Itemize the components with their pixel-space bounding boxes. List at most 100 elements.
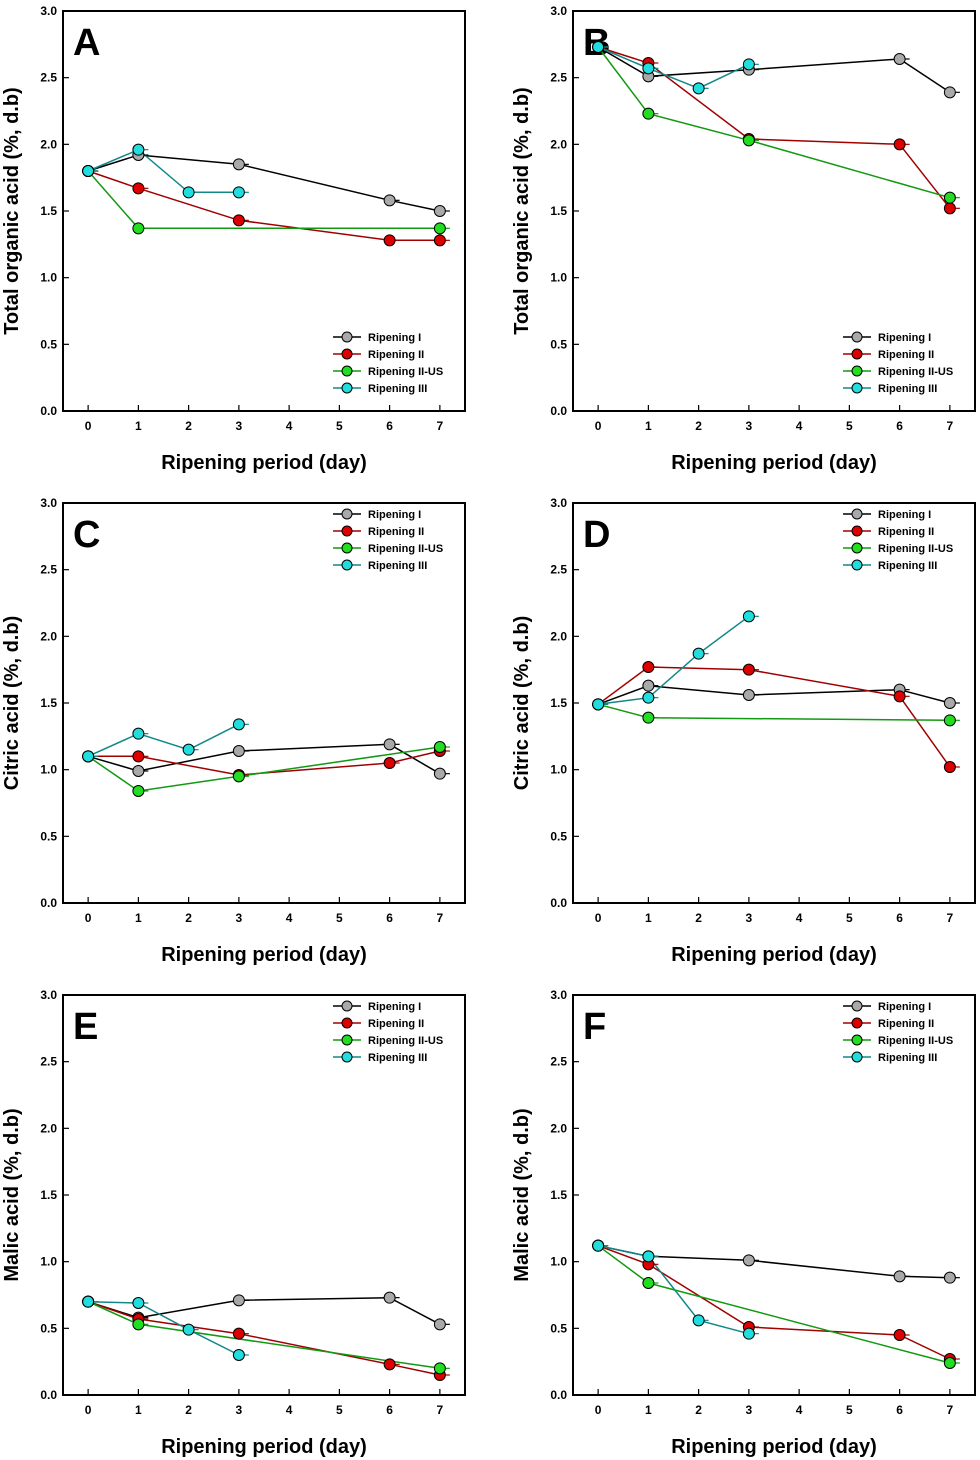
series-line-ripening-iii [597,46,750,90]
series-line-ripening-ii-us [597,46,951,199]
x-tick-label: 5 [336,1403,343,1417]
legend-marker [851,525,863,537]
panel-letter: D [583,514,610,556]
data-point-ripening-iii [182,1323,195,1336]
y-tick-label: 3.0 [40,988,57,1002]
data-point-ripening-iii [182,186,195,199]
y-tick-label: 0.5 [40,829,57,843]
panel-letter: C [73,514,100,556]
y-axis-label: Citric acid (%, d.b) [511,616,533,790]
x-tick-label: 4 [286,419,293,433]
y-tick-label: 0.5 [40,1321,57,1335]
x-tick-label: 0 [595,911,602,925]
panel-b: 0.0 0.5 1.0 1.5 2.0 2.5 3.0 0 1 2 3 4 5 6 7 Ripening pe… [511,4,976,474]
x-tick-label: 3 [236,419,243,433]
x-tick-label: 2 [185,1403,192,1417]
legend-marker [851,508,863,520]
legend-marker [341,508,353,520]
y-tick-label: 1.0 [40,763,57,777]
data-point-ripening-i [383,194,396,207]
legend-marker [341,382,353,394]
x-tick-label: 6 [386,911,393,925]
data-point-ripening-ii [893,690,906,703]
x-axis-label: Ripening period (day) [161,1436,367,1458]
legend-marker [851,542,863,554]
y-tick-label: 0.5 [40,337,57,351]
x-tick-label: 2 [695,1403,702,1417]
legend-label: Ripening II [878,349,934,361]
y-tick-label: 1.5 [550,204,567,218]
legend-label: Ripening II [878,1018,934,1030]
data-point-ripening-iii [82,750,95,763]
legend-label: Ripening I [368,1001,421,1013]
legend-marker [851,365,863,377]
x-tick-label: 6 [896,1403,903,1417]
y-tick-label: 2.5 [550,71,567,85]
x-tick-label: 5 [846,911,853,925]
x-tick-label: 1 [135,911,142,925]
data-point-ripening-i [232,745,245,757]
legend-marker [851,1000,863,1012]
legend-marker [341,1000,353,1012]
legend-label: Ripening I [878,332,931,344]
data-point-ripening-ii-us [742,134,755,147]
y-tick-label: 2.0 [550,629,567,643]
data-point-ripening-i [433,205,446,217]
x-tick-label: 7 [437,419,444,433]
data-point-ripening-iii [642,1250,655,1263]
data-point-ripening-iii [132,727,145,740]
data-point-ripening-i [943,1271,956,1284]
x-tick-label: 0 [85,1403,92,1417]
panel-e: 0.0 0.5 1.0 1.5 2.0 2.5 3.0 0 1 2 3 4 5 6 7 Ripening pe… [1,988,466,1458]
panel-c: 0.0 0.5 1.0 1.5 2.0 2.5 3.0 0 1 2 3 4 5 6 7 Ripening pe… [1,496,466,966]
y-axis-label: Total organic acid (%, d.b) [1,87,23,334]
legend-label: Ripening II-US [878,543,953,555]
x-tick-label: 0 [595,1403,602,1417]
y-tick-label: 1.0 [550,1255,567,1269]
x-tick-label: 4 [796,419,803,433]
data-point-ripening-ii [232,214,245,227]
data-point-ripening-ii [132,182,145,195]
y-tick-label: 1.5 [40,204,57,218]
data-point-ripening-iii [592,698,605,711]
legend-marker [341,1017,353,1029]
data-point-ripening-iii [132,1297,145,1309]
y-axis-label: Malic acid (%, d.b) [1,1108,23,1281]
y-tick-label: 1.0 [550,271,567,285]
legend-label: Ripening II-US [878,366,953,378]
x-axis-label: Ripening period (day) [671,452,877,474]
legend-label: Ripening I [368,332,421,344]
y-tick-label: 2.5 [550,563,567,577]
data-point-ripening-iii [692,647,705,660]
series-line-ripening-iii [87,148,239,194]
data-point-ripening-ii [943,202,956,215]
data-point-ripening-ii-us [943,1357,956,1369]
y-tick-label: 3.0 [550,988,567,1002]
legend-marker [851,559,863,571]
y-tick-label: 2.5 [550,1055,567,1069]
x-tick-label: 6 [386,1403,393,1417]
data-point-ripening-ii-us [132,1318,145,1331]
data-point-ripening-i [383,738,396,751]
x-tick-label: 7 [437,911,444,925]
legend-label: Ripening I [878,1001,931,1013]
y-tick-label: 1.5 [550,1188,567,1202]
x-tick-label: 5 [336,911,343,925]
x-axis-label: Ripening period (day) [671,944,877,966]
data-point-ripening-i [742,689,755,701]
data-point-ripening-iii [592,1239,605,1252]
y-tick-label: 0.0 [550,1388,567,1402]
panel-f: 0.0 0.5 1.0 1.5 2.0 2.5 3.0 0 1 2 3 4 5 6 7 Ripening pe… [511,988,976,1458]
series-line-ripening-ii-us [87,1301,441,1370]
data-point-ripening-i [943,86,956,99]
legend-marker [851,1017,863,1029]
data-point-ripening-i [893,1270,906,1283]
data-point-ripening-iii [642,691,655,704]
y-tick-label: 2.0 [40,1121,57,1135]
data-point-ripening-iii [232,186,245,199]
data-point-ripening-ii-us [132,222,145,235]
data-point-ripening-i [232,158,245,171]
y-tick-label: 2.5 [40,563,57,577]
y-tick-label: 2.0 [40,629,57,643]
data-point-ripening-ii [383,1358,396,1371]
